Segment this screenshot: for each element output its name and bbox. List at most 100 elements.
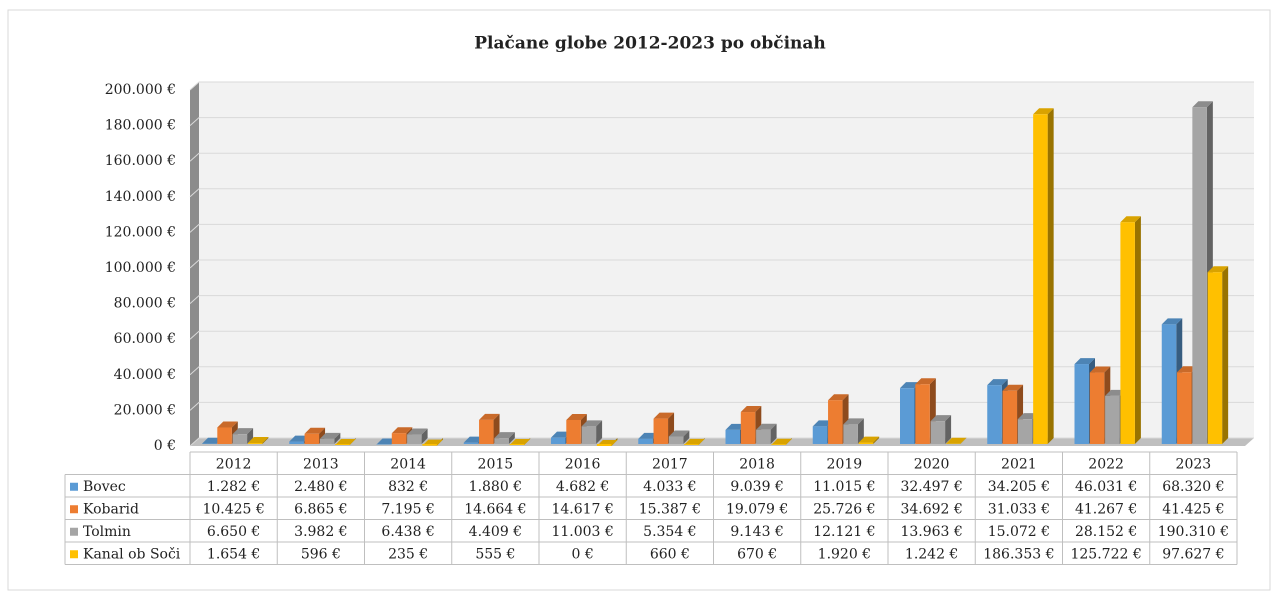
legend-key: [70, 505, 78, 514]
bar-side: [960, 437, 967, 444]
bar-top: [335, 438, 356, 445]
bar-top: [740, 406, 762, 413]
bar-top: [247, 437, 269, 444]
y-tick-label: 80.000 €: [114, 296, 176, 312]
bar: [217, 427, 232, 444]
bar: [596, 444, 612, 446]
data-label: 68.320 €: [1162, 479, 1224, 495]
data-label: 12.121 €: [813, 524, 875, 540]
bar-top: [566, 413, 587, 420]
bar: [551, 437, 566, 444]
bar: [1120, 222, 1135, 444]
bar-side: [262, 437, 269, 444]
bar-top: [1207, 266, 1229, 273]
bar-side: [334, 432, 341, 444]
bar: [771, 444, 786, 445]
data-label: 0 €: [571, 546, 593, 562]
data-label: 15.387 €: [639, 501, 701, 517]
x-tick-label: 2021: [1001, 456, 1037, 472]
legend-label: Bovec: [83, 479, 126, 495]
grid-line: [189, 152, 1254, 162]
data-label: 6.865 €: [294, 501, 347, 517]
data-label: 14.664 €: [464, 501, 526, 517]
data-label: 1.242 €: [905, 546, 958, 562]
legend-key: [70, 482, 78, 491]
bar: [1074, 364, 1089, 444]
bar-top: [756, 423, 777, 430]
data-label: 5.354 €: [643, 524, 696, 540]
bar: [858, 442, 874, 444]
bar: [740, 412, 756, 444]
bar: [407, 434, 422, 444]
bar: [1105, 395, 1120, 444]
bar-top: [407, 428, 428, 435]
bar-side: [857, 418, 864, 444]
data-label: 11.003 €: [551, 524, 613, 540]
data-label: 7.195 €: [381, 501, 434, 517]
grid-line: [189, 366, 1254, 376]
legend-key: [70, 527, 78, 536]
bar: [1033, 114, 1048, 444]
x-tick-label: 2022: [1088, 456, 1124, 472]
data-label: 34.692 €: [900, 501, 962, 517]
bar: [1192, 107, 1207, 444]
data-label: 32.497 €: [900, 479, 962, 495]
y-tick-label: 0 €: [154, 438, 176, 454]
x-tick-label: 2019: [827, 456, 863, 472]
bar-side: [1134, 216, 1141, 444]
bar-top: [1089, 366, 1111, 373]
bar-top: [1192, 101, 1213, 108]
bar-top: [771, 438, 792, 445]
bar: [304, 433, 320, 444]
bar: [1161, 324, 1177, 444]
data-label: 1.282 €: [207, 479, 260, 495]
bar-top: [915, 378, 936, 385]
bar-top: [494, 432, 515, 439]
bar: [1207, 272, 1223, 444]
bar: [319, 438, 335, 444]
data-label: 11.015 €: [813, 479, 875, 495]
bar-side: [508, 432, 515, 444]
bar-top: [668, 430, 690, 437]
x-tick-label: 2018: [739, 456, 775, 472]
grid-line: [189, 259, 1254, 269]
data-label: 6.438 €: [381, 524, 434, 540]
bar-top: [858, 436, 880, 443]
bar: [566, 419, 581, 444]
bar: [247, 443, 263, 444]
bar: [725, 429, 740, 444]
data-label: 9.143 €: [730, 524, 783, 540]
bar: [843, 424, 858, 444]
bar-top: [1033, 108, 1054, 115]
data-label: 3.982 €: [294, 524, 347, 540]
bar-top: [232, 428, 254, 435]
data-label: 46.031 €: [1075, 479, 1137, 495]
x-tick-label: 2013: [303, 456, 339, 472]
data-label: 596 €: [301, 546, 341, 562]
grid-line: [189, 223, 1254, 233]
bar: [684, 444, 699, 445]
bar-top: [653, 412, 675, 419]
bar: [479, 419, 494, 444]
bar: [1017, 419, 1033, 444]
bar: [915, 384, 930, 444]
data-label: 97.627 €: [1162, 546, 1224, 562]
bar-top: [843, 418, 864, 425]
y-tick-label: 140.000 €: [105, 189, 176, 205]
bar: [1002, 390, 1018, 444]
bar-top: [304, 427, 326, 434]
data-label: 25.726 €: [813, 501, 875, 517]
y-tick-label: 120.000 €: [105, 224, 176, 240]
y-tick-label: 100.000 €: [105, 260, 176, 276]
x-tick-label: 2020: [914, 456, 950, 472]
bar-side: [596, 420, 603, 444]
data-label: 125.722 €: [1070, 546, 1141, 562]
y-tick-label: 20.000 €: [114, 402, 176, 418]
bar-side: [873, 436, 880, 444]
data-label: 31.033 €: [988, 501, 1050, 517]
grid-line: [189, 117, 1254, 126]
bar: [653, 418, 669, 444]
bar-top: [1120, 216, 1141, 223]
bar-top: [945, 437, 967, 444]
